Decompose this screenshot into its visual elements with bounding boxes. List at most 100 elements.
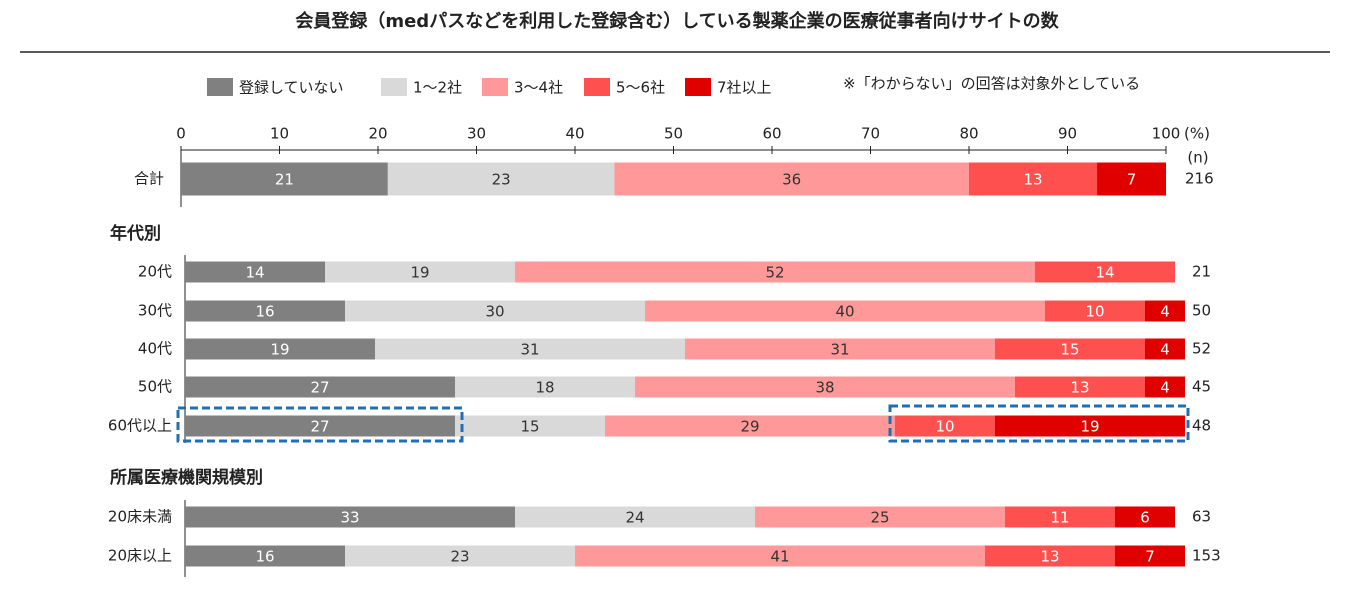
bar-segment xyxy=(1045,300,1145,322)
bar-segment xyxy=(515,261,1035,283)
bar-segment xyxy=(895,415,995,437)
value-label: 27 xyxy=(310,379,329,397)
value-label: 19 xyxy=(270,341,289,359)
value-label: 7 xyxy=(1127,171,1137,189)
value-label: 23 xyxy=(450,548,469,566)
category-label: 40代 xyxy=(138,340,172,358)
bar-segment xyxy=(605,415,895,437)
bar-segment xyxy=(1035,261,1175,283)
bar-segment xyxy=(614,162,969,196)
legend-label: 登録していない xyxy=(239,79,344,97)
n-value: 63 xyxy=(1192,508,1211,526)
category-label: 合計 xyxy=(134,170,164,188)
x-tick-label: 40 xyxy=(565,125,584,143)
value-label: 15 xyxy=(520,418,539,436)
bar-segment xyxy=(181,162,388,196)
note: ※「わからない」の回答は対象外としている xyxy=(843,75,1140,93)
value-label: 11 xyxy=(1050,509,1069,527)
bar-segment xyxy=(515,506,755,528)
x-tick-label: 30 xyxy=(467,125,486,143)
highlight-box xyxy=(176,406,464,443)
value-label: 15 xyxy=(1060,341,1079,359)
x-tick-label: 100 xyxy=(1152,125,1181,143)
legend-label: 3～4社 xyxy=(514,79,563,97)
bar-segment xyxy=(1145,338,1185,360)
bar-segment xyxy=(375,338,685,360)
category-label: 50代 xyxy=(138,378,172,396)
x-tick-label: 80 xyxy=(959,125,978,143)
x-unit: (%) xyxy=(1184,125,1210,143)
value-label: 29 xyxy=(740,418,759,436)
value-label: 23 xyxy=(492,171,511,189)
highlight-box xyxy=(888,404,1190,443)
bar-segment xyxy=(325,261,515,283)
bar-segment xyxy=(185,415,455,437)
category-label: 60代以上 xyxy=(108,417,172,435)
n-value: 216 xyxy=(1185,170,1214,188)
bar-segment xyxy=(1097,162,1166,196)
bar-segment xyxy=(645,300,1045,322)
x-tick-label: 90 xyxy=(1058,125,1077,143)
value-label: 16 xyxy=(255,548,274,566)
value-label: 25 xyxy=(870,509,889,527)
bar-segment xyxy=(185,261,325,283)
bar-segment xyxy=(345,545,575,567)
n-value: 153 xyxy=(1192,547,1221,565)
value-label: 10 xyxy=(1085,303,1104,321)
value-label: 13 xyxy=(1040,548,1059,566)
value-label: 6 xyxy=(1140,509,1150,527)
n-value: 45 xyxy=(1192,378,1211,396)
bar-segment xyxy=(1005,506,1115,528)
legend-swatch xyxy=(207,78,233,96)
value-label: 13 xyxy=(1023,171,1042,189)
value-label: 7 xyxy=(1145,548,1155,566)
bar-segment xyxy=(969,162,1098,196)
value-label: 33 xyxy=(340,509,359,527)
value-label: 18 xyxy=(535,379,554,397)
value-label: 31 xyxy=(520,341,539,359)
legend-swatch xyxy=(685,78,711,96)
value-label: 19 xyxy=(410,264,429,282)
bar-segment xyxy=(387,162,615,196)
value-label: 27 xyxy=(310,418,329,436)
value-label: 21 xyxy=(275,171,294,189)
chart-title: 会員登録（medパスなどを利用した登録含む）している製薬企業の医療従事者向けサイ… xyxy=(295,10,1059,32)
value-label: 10 xyxy=(935,418,954,436)
bar-segment xyxy=(575,545,985,567)
n-value: 50 xyxy=(1192,302,1211,320)
value-label: 13 xyxy=(1070,379,1089,397)
bar-segment xyxy=(455,376,635,398)
legend-label: 1～2社 xyxy=(413,79,462,97)
legend-swatch xyxy=(482,78,508,96)
bar-segment xyxy=(185,338,375,360)
bar-segment xyxy=(455,415,605,437)
value-label: 4 xyxy=(1160,379,1170,397)
section-title: 所属医療機関規模別 xyxy=(110,467,263,488)
n-value: 21 xyxy=(1192,263,1211,281)
bar-segment xyxy=(185,506,515,528)
bar-segment xyxy=(1145,300,1185,322)
value-label: 16 xyxy=(255,303,274,321)
value-label: 14 xyxy=(245,264,264,282)
x-tick-label: 50 xyxy=(664,125,683,143)
bar-segment xyxy=(985,545,1115,567)
section-title: 年代別 xyxy=(110,223,161,244)
value-label: 38 xyxy=(815,379,834,397)
x-tick-label: 20 xyxy=(368,125,387,143)
bar-segment xyxy=(1115,506,1175,528)
category-label: 20床未満 xyxy=(108,508,172,526)
n-label: (n) xyxy=(1187,149,1208,167)
bar-segment xyxy=(755,506,1005,528)
value-label: 4 xyxy=(1160,341,1170,359)
bar-segment xyxy=(1015,376,1145,398)
bar-segment xyxy=(1115,545,1185,567)
value-label: 24 xyxy=(625,509,644,527)
value-label: 14 xyxy=(1095,264,1114,282)
marks: 0 10 20 30 40 50 60 70 80 90 100 登録していない 1～2社 3～4社 5～6… xyxy=(108,78,1221,567)
value-label: 19 xyxy=(1080,418,1099,436)
value-label: 31 xyxy=(830,341,849,359)
value-label: 41 xyxy=(770,548,789,566)
value-label: 36 xyxy=(782,171,801,189)
